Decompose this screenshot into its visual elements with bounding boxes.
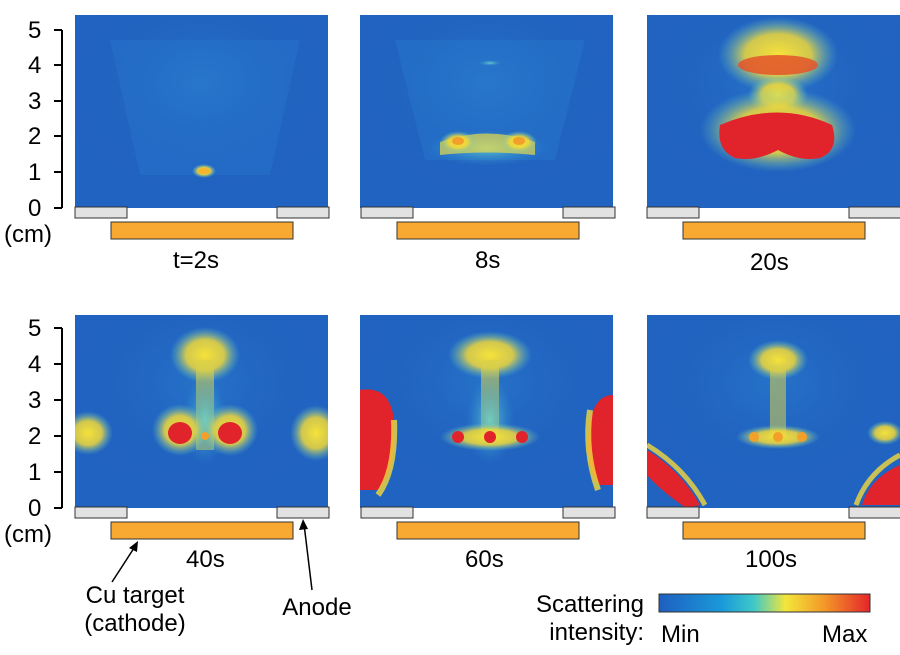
tick-label-bottom-2: 2	[28, 423, 42, 450]
plasma-image-panel-6	[647, 315, 900, 508]
anode-right-4	[276, 506, 330, 519]
anode-arrow	[299, 519, 313, 591]
anode-right-2	[562, 206, 616, 219]
tick-label-top-3: 3	[28, 88, 42, 115]
anode-left-1	[74, 206, 128, 219]
electrodes-row-2	[74, 506, 900, 540]
anode-left-6	[646, 506, 700, 519]
tick-label-top-4: 4	[28, 52, 42, 79]
axis-unit-top: (cm)	[4, 221, 52, 248]
cathode-annotation: Cu target (cathode)	[84, 582, 186, 637]
time-label-panel-3: 20s	[750, 249, 789, 276]
colorbar-title: Scattering intensity:	[535, 591, 644, 646]
anode-right-3	[848, 206, 900, 219]
tick-label-top-5: 5	[28, 17, 42, 44]
tick-label-bottom-0: 0	[28, 495, 42, 522]
y-axis-top	[54, 29, 63, 209]
cu-target-1	[110, 221, 294, 240]
time-label-panel-4: 40s	[186, 546, 225, 573]
cu-target-2	[396, 221, 580, 240]
tick-label-bottom-5: 5	[28, 315, 42, 342]
time-label-panel-1: t=2s	[173, 247, 220, 274]
tick-label-top-2: 2	[28, 123, 42, 150]
plasma-image-panel-4	[75, 315, 328, 508]
tick-label-bottom-4: 4	[28, 351, 42, 378]
axis-unit-bottom: (cm)	[4, 521, 52, 548]
tick-label-top-0: 0	[28, 195, 42, 222]
anode-left-4	[74, 506, 128, 519]
electrodes-row-1	[74, 206, 900, 240]
cu-target-5	[396, 521, 580, 540]
plasma-image-panel-3	[647, 15, 900, 208]
tick-label-bottom-1: 1	[28, 459, 42, 486]
plasma-image-panel-1	[75, 15, 328, 208]
colorbar-min-label: Min	[661, 621, 700, 648]
colorbar-max-label: Max	[822, 621, 868, 648]
anode-right-1	[276, 206, 330, 219]
anode-left-3	[646, 206, 700, 219]
tick-label-bottom-3: 3	[28, 387, 42, 414]
cu-target-3	[682, 221, 866, 240]
time-label-panel-5: 60s	[465, 546, 504, 573]
cu-target-4	[110, 521, 294, 540]
y-axis-bottom	[54, 327, 63, 509]
anode-right-5	[562, 506, 616, 519]
anode-left-5	[360, 506, 414, 519]
time-label-panel-6: 100s	[745, 546, 798, 573]
time-label-panel-2: 8s	[475, 247, 501, 274]
anode-left-2	[360, 206, 414, 219]
plasma-image-panel-5	[360, 315, 613, 508]
plasma-image-panel-2	[360, 15, 613, 208]
anode-right-6	[848, 506, 900, 519]
colorbar-gradient	[658, 593, 871, 613]
tick-label-top-1: 1	[28, 159, 42, 186]
cathode-arrow	[111, 541, 138, 583]
anode-annotation: Anode	[282, 594, 352, 621]
cu-target-6	[682, 521, 866, 540]
